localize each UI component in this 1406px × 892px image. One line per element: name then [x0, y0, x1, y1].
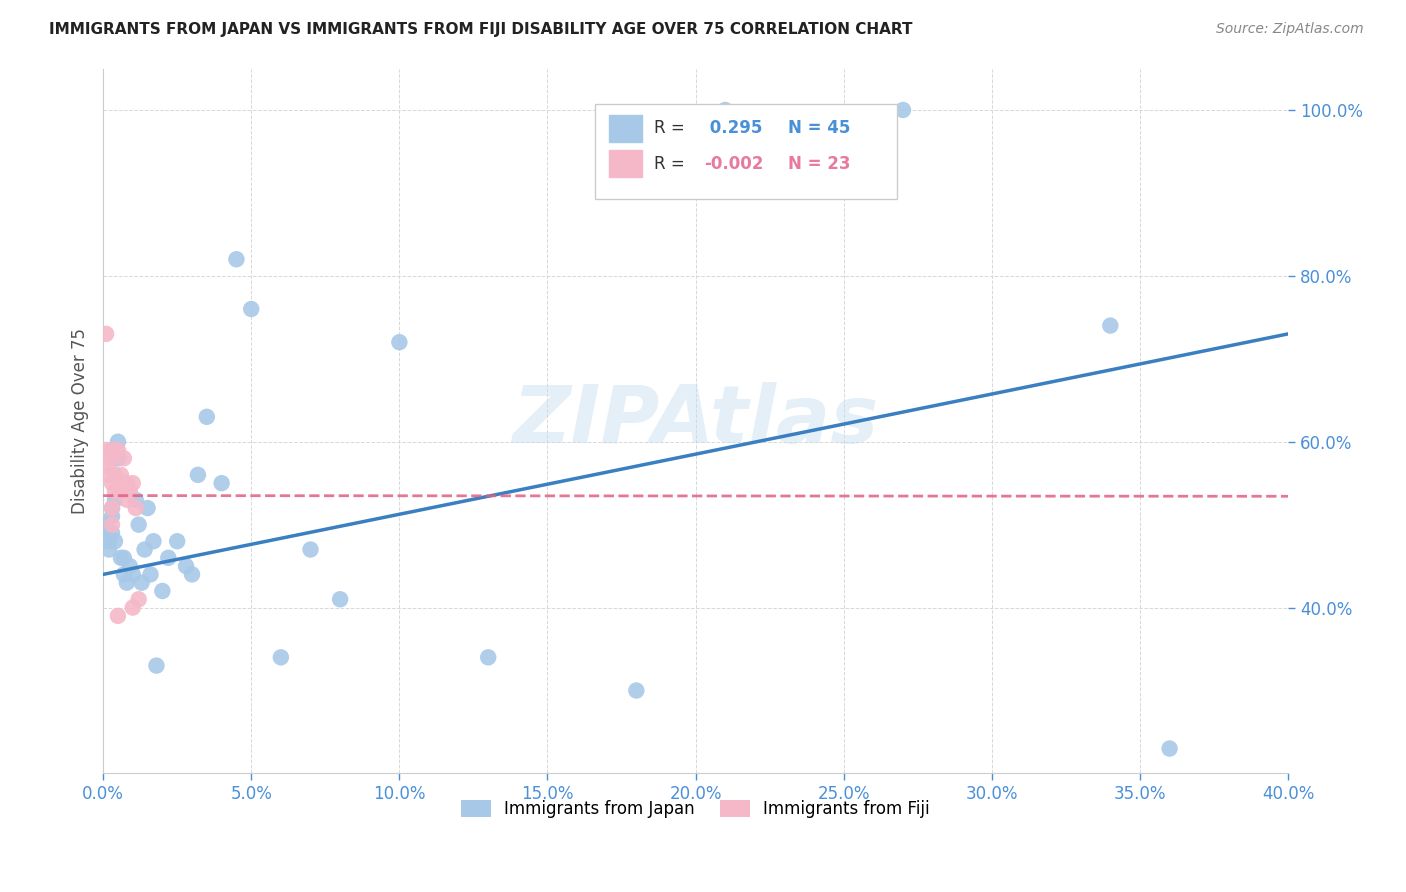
- Point: [112, 550, 135, 565]
- Point: [101, 442, 124, 457]
- Bar: [609, 115, 643, 142]
- Text: R =: R =: [654, 154, 690, 173]
- Point: [891, 103, 914, 117]
- Text: N = 23: N = 23: [787, 154, 851, 173]
- Point: [121, 567, 143, 582]
- Point: [128, 592, 150, 607]
- Point: [110, 467, 132, 482]
- Point: [94, 517, 117, 532]
- Point: [101, 501, 124, 516]
- Point: [1159, 741, 1181, 756]
- Point: [128, 517, 150, 532]
- Point: [299, 542, 322, 557]
- Point: [166, 534, 188, 549]
- Point: [626, 683, 648, 698]
- Point: [240, 301, 263, 316]
- Point: [110, 484, 132, 499]
- FancyBboxPatch shape: [595, 103, 897, 199]
- Point: [104, 492, 127, 507]
- Point: [270, 650, 292, 665]
- Point: [112, 567, 135, 582]
- Text: N = 45: N = 45: [787, 120, 851, 137]
- Point: [101, 517, 124, 532]
- Point: [101, 501, 124, 516]
- Point: [121, 476, 143, 491]
- Text: R =: R =: [654, 120, 690, 137]
- Point: [157, 550, 180, 565]
- Point: [98, 467, 121, 482]
- Point: [101, 525, 124, 540]
- Point: [134, 542, 156, 557]
- Point: [115, 492, 138, 507]
- Point: [131, 575, 153, 590]
- Point: [110, 550, 132, 565]
- Point: [104, 484, 127, 499]
- Point: [714, 103, 737, 117]
- Point: [118, 559, 141, 574]
- Text: Source: ZipAtlas.com: Source: ZipAtlas.com: [1216, 22, 1364, 37]
- Text: IMMIGRANTS FROM JAPAN VS IMMIGRANTS FROM FIJI DISABILITY AGE OVER 75 CORRELATION: IMMIGRANTS FROM JAPAN VS IMMIGRANTS FROM…: [49, 22, 912, 37]
- Point: [115, 575, 138, 590]
- Point: [101, 476, 124, 491]
- Point: [98, 451, 121, 466]
- Point: [211, 476, 233, 491]
- Point: [107, 442, 129, 457]
- Point: [142, 534, 165, 549]
- Point: [107, 608, 129, 623]
- Point: [107, 434, 129, 449]
- Point: [136, 501, 159, 516]
- Point: [101, 509, 124, 524]
- Point: [125, 492, 148, 507]
- Point: [104, 467, 127, 482]
- Point: [104, 534, 127, 549]
- Bar: [609, 150, 643, 178]
- Point: [98, 534, 121, 549]
- Legend: Immigrants from Japan, Immigrants from Fiji: Immigrants from Japan, Immigrants from F…: [454, 794, 936, 825]
- Point: [115, 476, 138, 491]
- Point: [107, 451, 129, 466]
- Point: [125, 501, 148, 516]
- Point: [187, 467, 209, 482]
- Point: [98, 542, 121, 557]
- Text: ZIPAtlas: ZIPAtlas: [512, 382, 879, 460]
- Point: [1099, 318, 1122, 333]
- Point: [477, 650, 499, 665]
- Point: [139, 567, 162, 582]
- Point: [121, 600, 143, 615]
- Text: 0.295: 0.295: [704, 120, 762, 137]
- Point: [112, 451, 135, 466]
- Text: -0.002: -0.002: [704, 154, 763, 173]
- Point: [329, 592, 352, 607]
- Point: [98, 459, 121, 474]
- Point: [118, 484, 141, 499]
- Point: [225, 252, 247, 267]
- Point: [150, 584, 173, 599]
- Point: [181, 567, 204, 582]
- Y-axis label: Disability Age Over 75: Disability Age Over 75: [72, 328, 89, 514]
- Point: [94, 525, 117, 540]
- Point: [94, 326, 117, 341]
- Point: [195, 409, 218, 424]
- Point: [94, 442, 117, 457]
- Point: [174, 559, 197, 574]
- Point: [388, 335, 411, 350]
- Point: [145, 658, 167, 673]
